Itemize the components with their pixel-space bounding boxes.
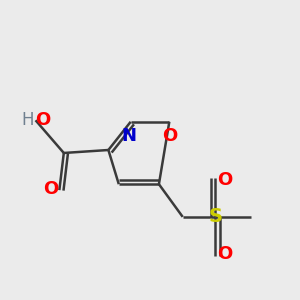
Text: O: O [162, 127, 177, 145]
Text: O: O [217, 245, 232, 263]
Text: N: N [122, 127, 137, 145]
Text: S: S [208, 207, 222, 226]
Text: O: O [35, 111, 51, 129]
Text: O: O [44, 180, 59, 198]
Text: O: O [217, 171, 232, 189]
Text: H: H [21, 111, 34, 129]
